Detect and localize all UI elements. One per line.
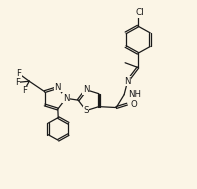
Text: S: S bbox=[83, 106, 89, 115]
Text: F: F bbox=[17, 69, 21, 78]
Text: Cl: Cl bbox=[136, 8, 145, 17]
Text: O: O bbox=[130, 100, 137, 109]
Text: N: N bbox=[83, 85, 89, 94]
Text: NH: NH bbox=[128, 90, 141, 99]
Text: F: F bbox=[22, 86, 27, 95]
Text: N: N bbox=[55, 83, 61, 92]
Text: N: N bbox=[63, 94, 69, 103]
Text: N: N bbox=[125, 77, 131, 86]
Text: F: F bbox=[15, 78, 20, 87]
